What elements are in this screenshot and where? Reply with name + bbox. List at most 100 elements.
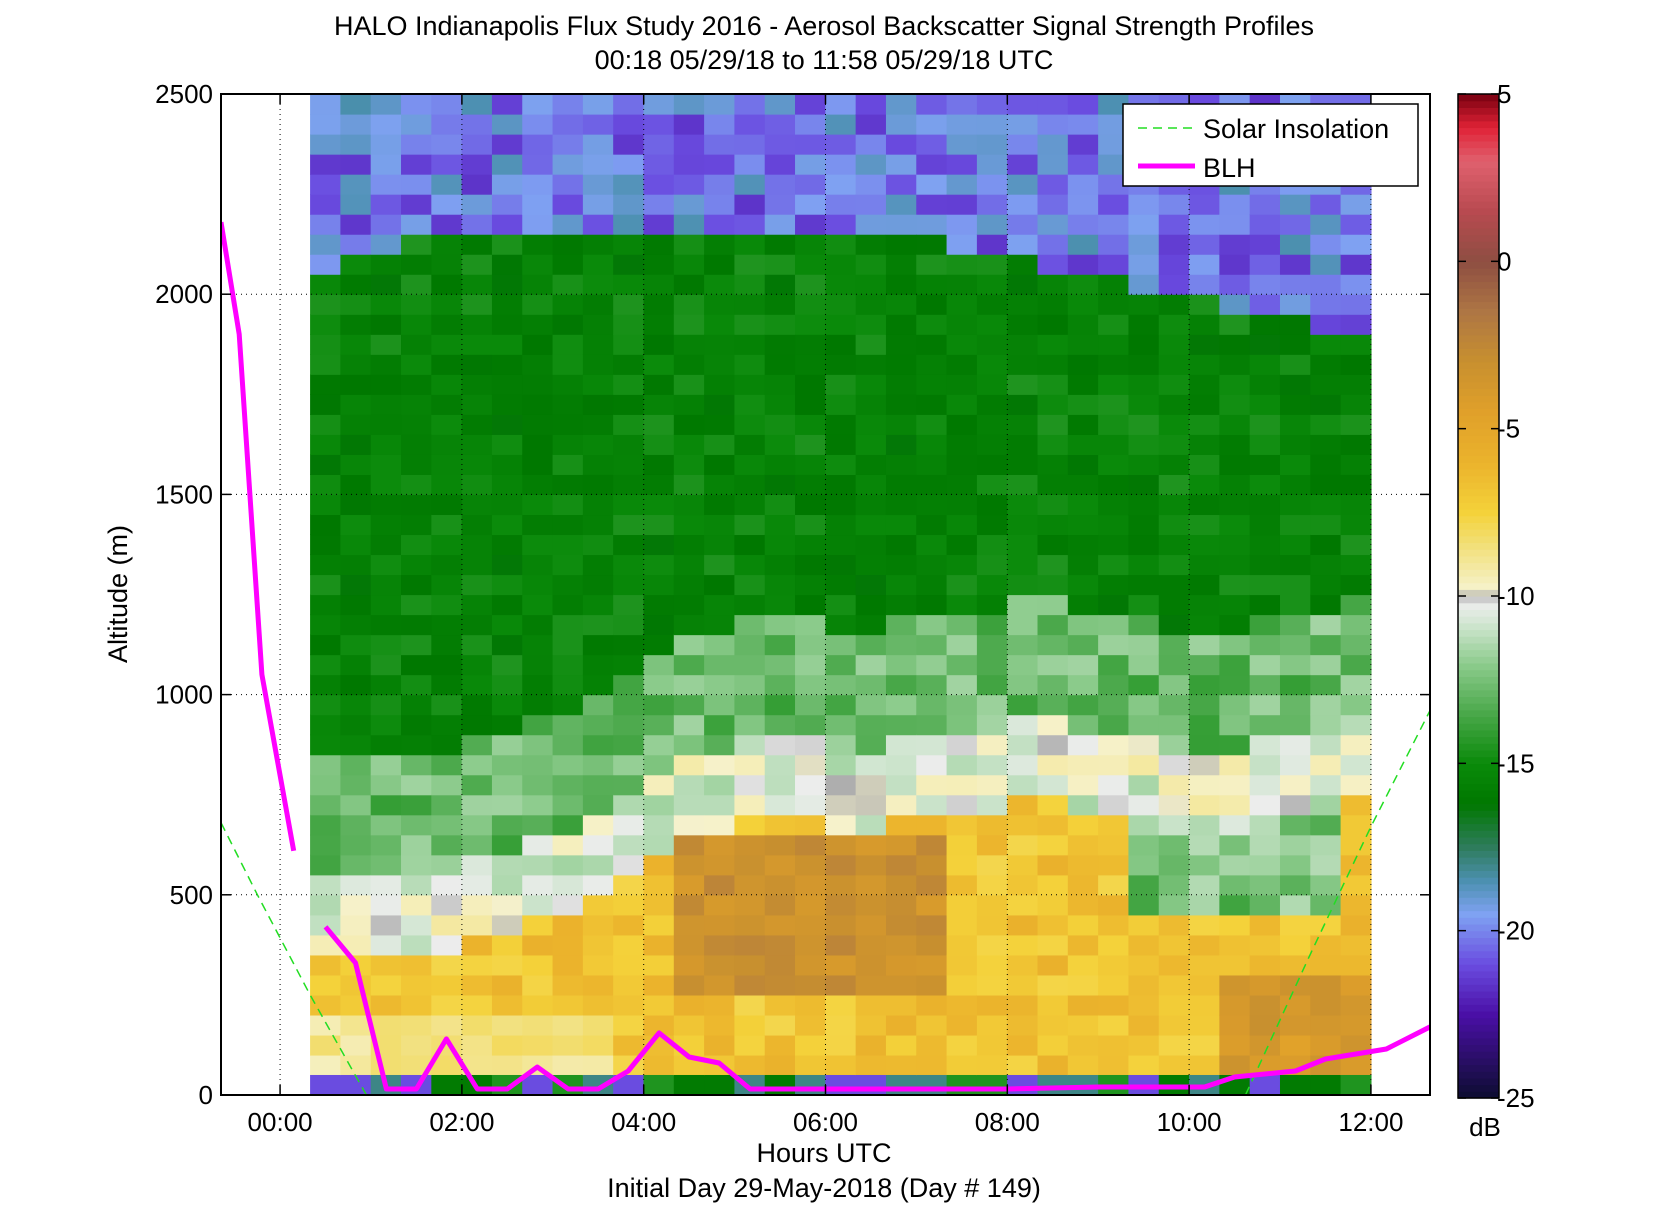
heatmap-cell — [885, 254, 917, 275]
heatmap-cell — [643, 394, 675, 415]
heatmap-cell — [1158, 374, 1190, 395]
colorbar-segment — [1458, 468, 1499, 477]
heatmap-cell — [764, 374, 796, 395]
heatmap-cell — [613, 434, 645, 455]
heatmap-cell — [552, 1034, 584, 1056]
heatmap-cell — [825, 754, 857, 776]
heatmap-cell — [795, 314, 826, 335]
heatmap-cell — [795, 734, 826, 756]
heatmap-cell — [582, 1054, 614, 1076]
heatmap-cell — [1128, 354, 1160, 375]
heatmap-cell — [491, 734, 523, 756]
heatmap-cell — [1098, 434, 1130, 455]
heatmap-cell — [1128, 234, 1160, 255]
heatmap-cell — [1310, 794, 1342, 816]
heatmap-cell — [401, 854, 432, 876]
heatmap-cell — [825, 494, 857, 516]
colorbar-segment — [1458, 964, 1499, 972]
heatmap-cell — [1310, 194, 1342, 215]
heatmap-cell — [976, 254, 1008, 275]
heatmap-cell — [946, 414, 978, 435]
heatmap-cell — [310, 134, 341, 155]
y-tick-label: 0 — [199, 1080, 213, 1110]
heatmap-cell — [1007, 1034, 1039, 1056]
heatmap-cell — [643, 974, 675, 996]
heatmap-cell — [916, 414, 948, 435]
heatmap-cell — [522, 114, 554, 135]
heatmap-cell — [461, 534, 493, 556]
heatmap-cell — [1098, 1014, 1130, 1036]
heatmap-cell — [582, 734, 614, 756]
heatmap-cell — [1098, 934, 1130, 956]
colorbar-segment — [1458, 616, 1499, 624]
heatmap-cell — [431, 574, 463, 596]
heatmap-cell — [310, 774, 341, 796]
heatmap-cell — [1098, 374, 1130, 395]
heatmap-cell — [613, 334, 645, 355]
heatmap-cell — [1189, 574, 1220, 596]
heatmap-cell — [1189, 314, 1220, 335]
heatmap-cell — [916, 454, 948, 475]
heatmap-cell — [491, 994, 523, 1016]
heatmap-cell — [491, 374, 523, 395]
heatmap-cell — [1279, 294, 1311, 315]
heatmap-cell — [370, 134, 402, 155]
heatmap-cell — [704, 554, 736, 576]
heatmap-cell — [825, 814, 857, 836]
heatmap-cell — [704, 674, 736, 696]
colorbar-segment — [1458, 783, 1499, 791]
heatmap-cell — [582, 594, 614, 616]
colorbar-segment — [1458, 903, 1499, 912]
heatmap-cell — [1158, 494, 1190, 516]
heatmap-cell — [1249, 234, 1281, 255]
heatmap-cell — [795, 774, 826, 796]
heatmap-cell — [431, 1054, 463, 1076]
heatmap-cell — [1128, 874, 1160, 896]
heatmap-cell — [704, 214, 736, 235]
heatmap-cell — [613, 554, 645, 576]
heatmap-cell — [916, 1074, 948, 1095]
heatmap-cell — [704, 514, 736, 536]
heatmap-cell — [1007, 834, 1039, 856]
heatmap-cell — [916, 874, 948, 896]
heatmap-cell — [916, 134, 948, 155]
heatmap-cell — [1158, 654, 1190, 676]
heatmap-cell — [825, 794, 857, 816]
heatmap-cell — [613, 394, 645, 415]
heatmap-cell — [976, 654, 1008, 676]
heatmap-cell — [643, 494, 675, 516]
colorbar-segment — [1458, 816, 1499, 825]
heatmap-cell — [825, 734, 857, 756]
heatmap-cell — [1310, 594, 1342, 616]
heatmap-cell — [673, 414, 705, 435]
heatmap-cell — [552, 454, 584, 475]
heatmap-cell — [1098, 534, 1130, 556]
colorbar-segment — [1458, 649, 1499, 657]
heatmap-cell — [885, 614, 917, 636]
heatmap-cell — [734, 254, 766, 275]
heatmap-cell — [764, 294, 796, 315]
heatmap-cell — [461, 614, 493, 636]
heatmap-cell — [825, 554, 857, 576]
heatmap-cell — [825, 234, 857, 255]
heatmap-cell — [1158, 454, 1190, 475]
heatmap-cell — [946, 594, 978, 616]
heatmap-cell — [916, 474, 948, 495]
heatmap-cell — [976, 1034, 1008, 1056]
colorbar-segment — [1458, 870, 1499, 878]
heatmap-cell — [734, 794, 766, 816]
heatmap-cell — [885, 334, 917, 355]
colorbar-segment — [1458, 475, 1499, 483]
heatmap-cell — [855, 754, 887, 776]
heatmap-cell — [795, 494, 826, 516]
heatmap-cell — [340, 854, 372, 876]
heatmap-cell — [310, 514, 341, 536]
heatmap-cell — [976, 454, 1008, 475]
heatmap-cell — [1158, 594, 1190, 616]
heatmap-cell — [1249, 994, 1281, 1016]
heatmap-cell — [1219, 594, 1251, 616]
heatmap-cell — [1310, 894, 1342, 916]
heatmap-cell — [885, 354, 917, 375]
heatmap-cell — [946, 134, 978, 155]
heatmap-cell — [1310, 474, 1342, 495]
